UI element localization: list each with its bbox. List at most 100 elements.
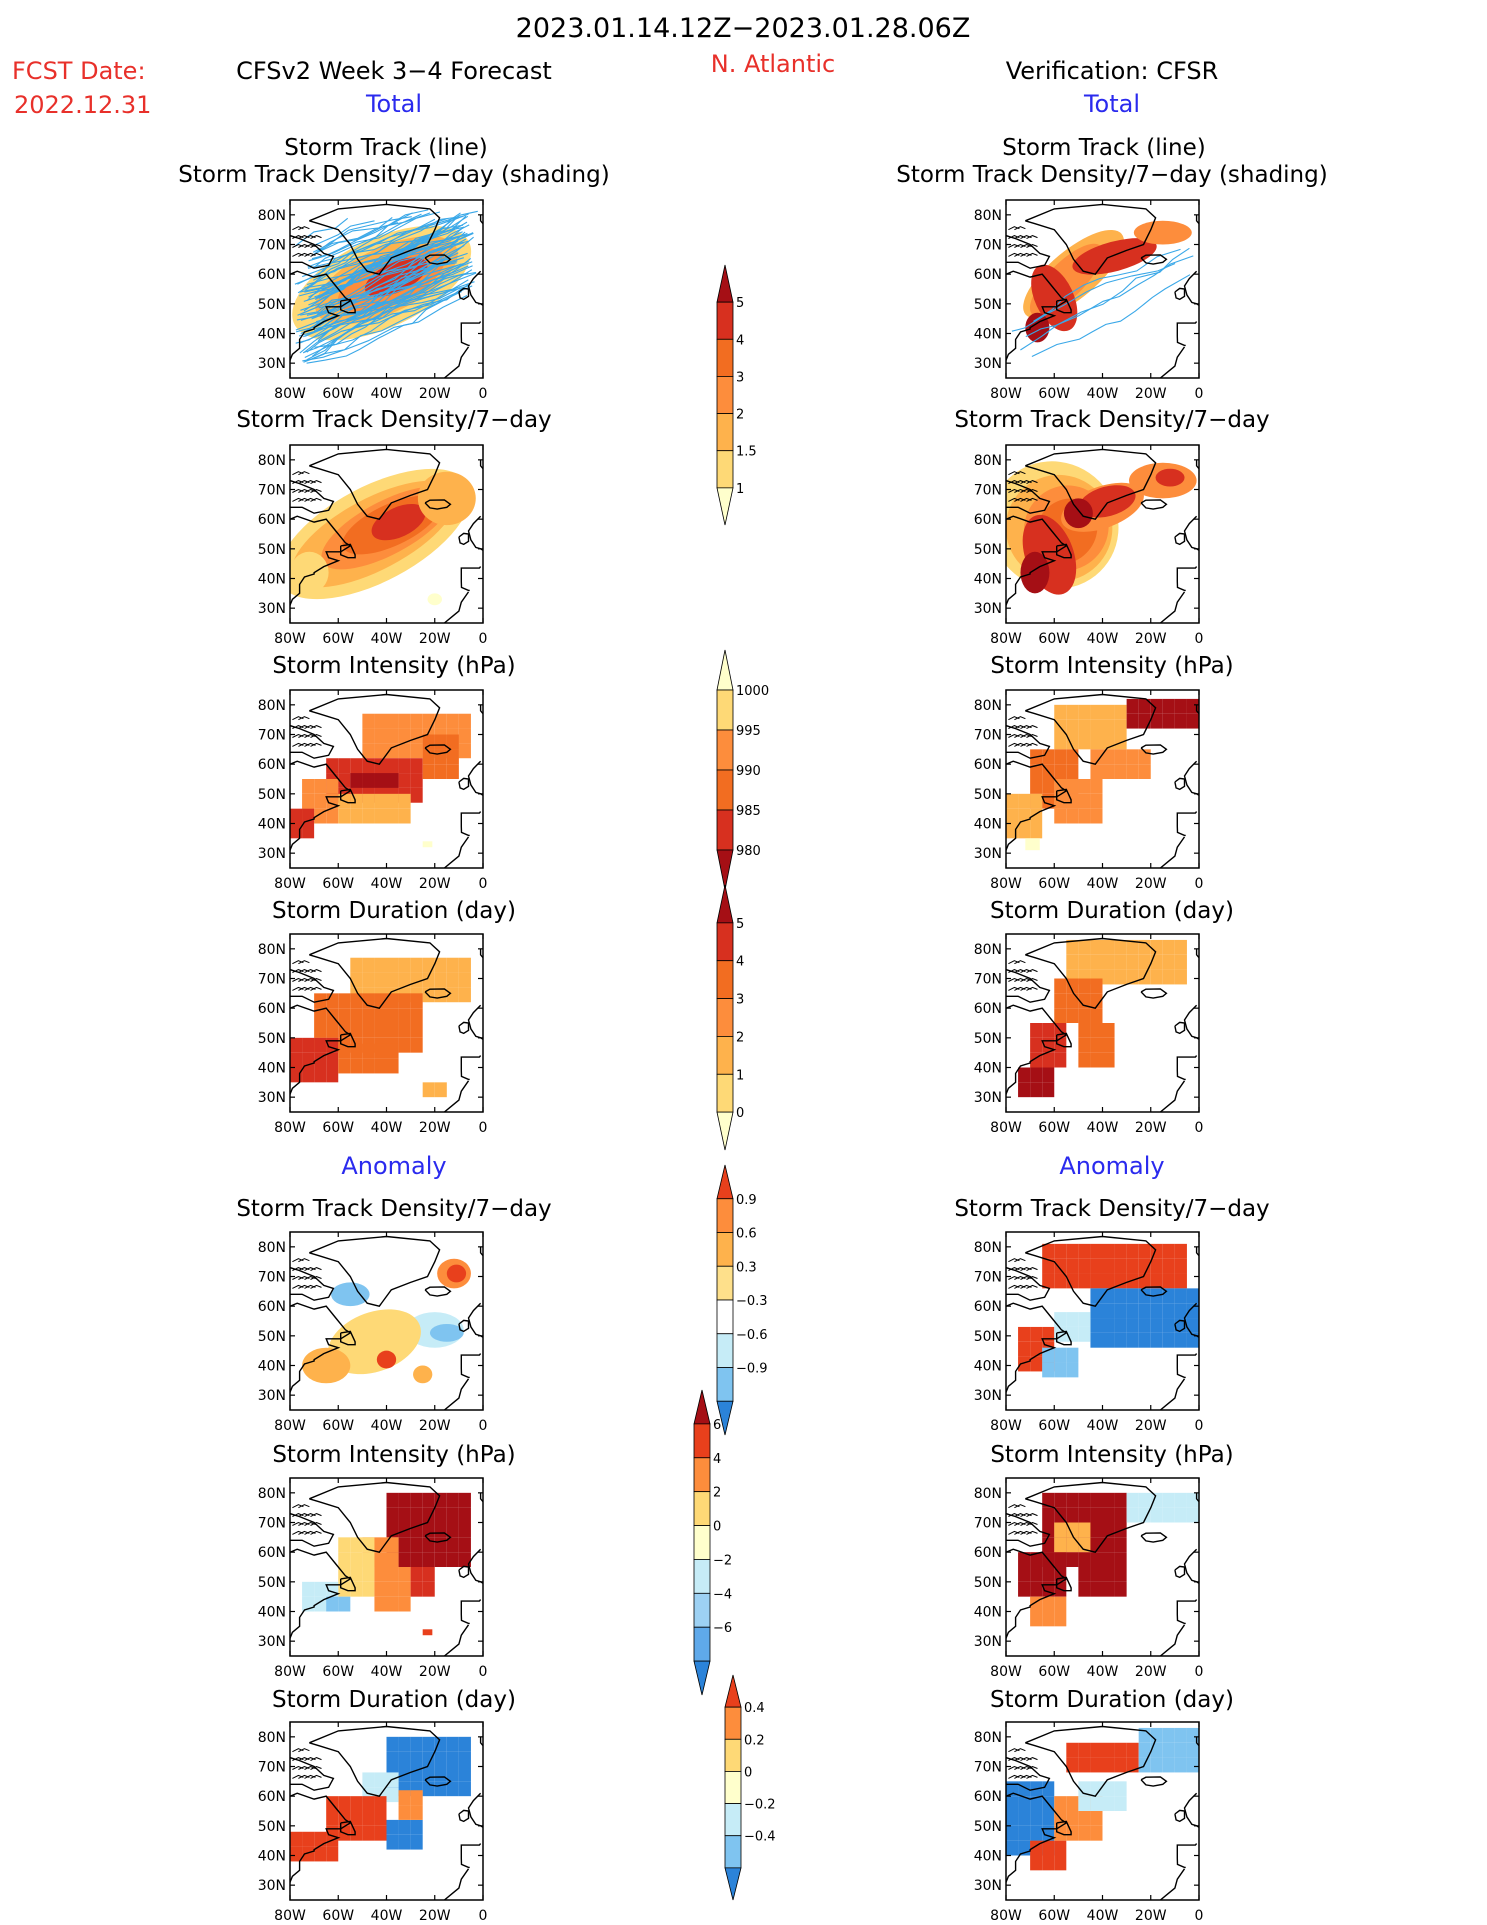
coastline <box>424 1776 452 1787</box>
grid-cell <box>1078 1552 1091 1567</box>
coastline <box>443 1868 470 1900</box>
lon-label: 60W <box>322 1664 354 1680</box>
grid-cell <box>1078 1537 1091 1553</box>
grid-cell <box>1150 1727 1163 1743</box>
colorbar-swatch <box>716 1400 734 1436</box>
grid-cell <box>1054 764 1067 779</box>
coastline <box>290 1792 352 1886</box>
grid-cell <box>1090 1757 1103 1773</box>
coastline <box>310 1765 322 1770</box>
lat-label: 40N <box>258 1061 286 1077</box>
grid-cell <box>458 987 471 1003</box>
coastline <box>310 243 322 248</box>
coastline <box>1006 1548 1068 1642</box>
grid-cell <box>1018 1825 1031 1841</box>
colorbar-swatch <box>693 1457 711 1493</box>
coastline <box>1195 1736 1199 1747</box>
colorbar-swatch <box>716 809 734 851</box>
anom-duration-map-forecast: 80N 70N 60N 50N 40N 30N 80W 60W 40W 20W 0 <box>258 1721 487 1924</box>
grid-cell <box>1126 1742 1139 1758</box>
lon-label: 80W <box>274 386 306 402</box>
grid-cell <box>1174 954 1187 970</box>
grid-cell <box>1054 1273 1067 1289</box>
coastline <box>298 960 310 965</box>
grid-cell <box>1066 734 1079 750</box>
lat-label: 80N <box>974 208 1002 224</box>
grid-cell <box>446 1736 459 1752</box>
coastline <box>1025 693 1157 765</box>
grid-cell <box>1066 793 1079 809</box>
lat-label: 30N <box>258 1090 286 1106</box>
grid-cell <box>1066 1273 1079 1289</box>
shading-blob <box>327 1309 421 1375</box>
grid-cell <box>1090 719 1103 735</box>
grid-cell <box>314 1067 327 1083</box>
lat-label: 80N <box>974 698 1002 714</box>
coastline <box>310 252 322 257</box>
coastline <box>1025 937 1157 1009</box>
grid-cell <box>302 1846 315 1862</box>
grid-cell <box>362 1772 375 1788</box>
lat-label: 70N <box>258 1516 286 1532</box>
grid-cell <box>1078 939 1091 955</box>
duration-map-verification-content <box>1006 937 1199 1112</box>
coastline <box>1014 471 1026 476</box>
grid-cell <box>398 1537 411 1553</box>
grid-cell <box>1066 1362 1079 1378</box>
lon-label: 20W <box>419 631 451 647</box>
coastline <box>460 1599 482 1625</box>
grid-cell <box>350 793 363 809</box>
grid-cell <box>386 1537 399 1553</box>
colorbar-label: 2 <box>736 1030 744 1045</box>
grid-cell <box>398 1008 411 1023</box>
grid-cell <box>1114 1507 1127 1523</box>
grid-cell <box>338 993 351 1009</box>
grid-cell <box>362 793 375 809</box>
lon-label: 60W <box>1038 1418 1070 1434</box>
grid-cell <box>362 808 375 824</box>
grid-cell <box>1102 1318 1115 1333</box>
grid-cell <box>458 1537 471 1553</box>
grid-cell <box>1030 1611 1043 1627</box>
coastline <box>1195 214 1199 225</box>
coastline <box>298 226 310 231</box>
grid-cell <box>386 1567 399 1582</box>
grid-cell <box>1102 1757 1115 1773</box>
coastline <box>310 977 322 982</box>
shading-blob <box>1079 485 1136 518</box>
grid-cell <box>1018 1356 1031 1372</box>
grid-cell <box>410 1581 423 1597</box>
grid-cell <box>1054 1243 1067 1259</box>
colorbar-total-intensity: 1000 995 990 985 980 <box>716 649 769 891</box>
coastline <box>1195 1492 1199 1503</box>
colorbar-label: 6 <box>713 1418 721 1433</box>
lat-label: 30N <box>974 1090 1002 1106</box>
coastline <box>290 234 335 269</box>
grid-cell <box>1078 1811 1091 1826</box>
coastline <box>1056 1330 1072 1346</box>
grid-cell <box>398 1037 411 1053</box>
lon-label: 40W <box>1087 1418 1119 1434</box>
grid-cell <box>1030 1855 1043 1871</box>
grid-cell <box>410 993 423 1009</box>
grid-cell <box>1042 1326 1055 1342</box>
coastline <box>1174 532 1186 546</box>
grid-cell <box>1030 1581 1043 1597</box>
grid-cell <box>362 957 375 973</box>
grid-cell <box>386 1736 399 1752</box>
lon-label: 60W <box>322 631 354 647</box>
coastline <box>1026 497 1038 502</box>
grid-cell <box>434 1492 447 1508</box>
grid-cell <box>338 1058 351 1074</box>
grid-cell <box>386 1058 399 1074</box>
colorbar-label: 0.9 <box>736 1193 757 1208</box>
shading-blob <box>446 1264 467 1283</box>
lon-label: 40W <box>1087 1664 1119 1680</box>
coastline <box>290 1004 352 1098</box>
grid-cell <box>1054 1258 1067 1274</box>
grid-cell <box>1090 1273 1103 1289</box>
lon-label: 60W <box>322 386 354 402</box>
coastline <box>479 948 483 959</box>
colorbar-swatch <box>716 1036 734 1075</box>
grid-cell <box>302 793 315 809</box>
